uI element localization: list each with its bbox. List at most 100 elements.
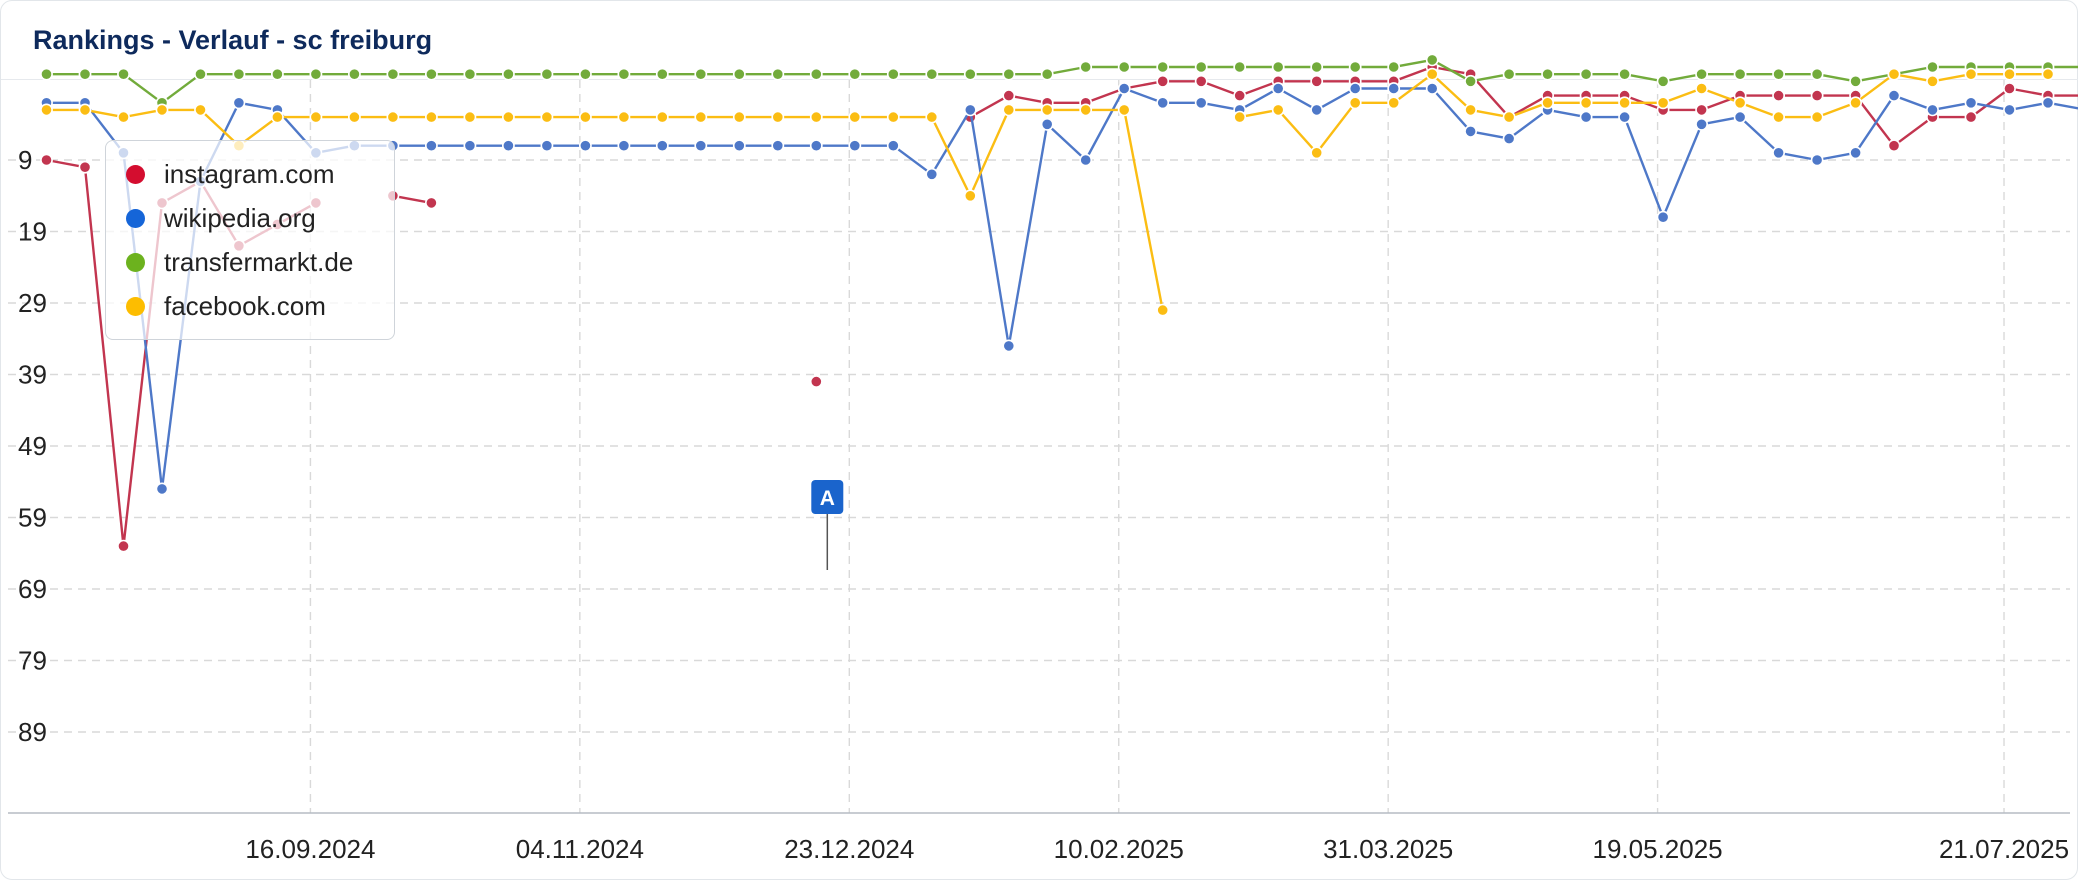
data-point-facebook[interactable]: [1579, 96, 1593, 110]
data-point-facebook[interactable]: [1541, 96, 1554, 110]
data-point-wikipedia[interactable]: [617, 139, 631, 153]
data-point-wikipedia[interactable]: [925, 167, 939, 181]
data-point-instagram[interactable]: [1194, 74, 1208, 88]
data-point-wikipedia[interactable]: [694, 139, 708, 153]
data-point-wikipedia[interactable]: [1964, 96, 1978, 110]
legend-item-wikipedia[interactable]: wikipedia.org: [126, 203, 316, 233]
data-point-wikipedia[interactable]: [1079, 153, 1093, 167]
data-point-transfermarkt[interactable]: [1772, 67, 1785, 81]
data-point-transfermarkt[interactable]: [848, 67, 862, 81]
data-point-facebook[interactable]: [1079, 103, 1093, 117]
data-point-wikipedia[interactable]: [424, 139, 438, 153]
data-point-wikipedia[interactable]: [2003, 103, 2016, 117]
data-point-facebook[interactable]: [1849, 96, 1862, 110]
data-point-wikipedia[interactable]: [1002, 339, 1016, 353]
legend-item-transfermarkt[interactable]: transfermarkt.de: [126, 247, 353, 277]
data-point-transfermarkt[interactable]: [1579, 67, 1593, 81]
data-point-transfermarkt[interactable]: [886, 67, 900, 81]
data-point-transfermarkt[interactable]: [309, 67, 323, 81]
data-point-transfermarkt[interactable]: [1541, 67, 1554, 81]
data-point-transfermarkt[interactable]: [1733, 67, 1747, 81]
data-point-wikipedia[interactable]: [1348, 82, 1362, 95]
data-point-facebook[interactable]: [655, 110, 669, 124]
data-point-instagram[interactable]: [1002, 89, 1016, 102]
data-point-wikipedia[interactable]: [1156, 96, 1170, 110]
data-point-transfermarkt[interactable]: [1464, 74, 1477, 88]
data-point-transfermarkt[interactable]: [1618, 67, 1631, 81]
legend-item-facebook[interactable]: facebook.com: [126, 291, 326, 321]
data-point-facebook[interactable]: [963, 189, 977, 203]
data-point-transfermarkt[interactable]: [40, 67, 53, 81]
data-point-wikipedia[interactable]: [1502, 132, 1516, 145]
data-point-wikipedia[interactable]: [1733, 110, 1747, 124]
data-point-facebook[interactable]: [1348, 96, 1362, 110]
data-point-wikipedia[interactable]: [1695, 117, 1708, 131]
data-point-instagram[interactable]: [809, 375, 823, 388]
data-point-wikipedia[interactable]: [1387, 82, 1401, 95]
data-point-instagram[interactable]: [424, 196, 438, 210]
data-point-facebook[interactable]: [1733, 96, 1747, 110]
data-point-transfermarkt[interactable]: [78, 67, 92, 81]
data-point-instagram[interactable]: [1233, 89, 1247, 102]
data-point-facebook[interactable]: [117, 110, 130, 124]
data-point-instagram[interactable]: [1810, 89, 1824, 102]
data-point-facebook[interactable]: [386, 110, 400, 124]
data-point-facebook[interactable]: [540, 110, 554, 124]
data-point-wikipedia[interactable]: [1849, 146, 1862, 160]
data-point-instagram[interactable]: [1887, 139, 1901, 153]
data-point-wikipedia[interactable]: [1040, 117, 1054, 131]
data-point-facebook[interactable]: [1695, 82, 1708, 95]
data-point-facebook[interactable]: [2003, 67, 2016, 81]
data-point-transfermarkt[interactable]: [694, 67, 708, 81]
data-point-wikipedia[interactable]: [809, 139, 823, 153]
data-point-facebook[interactable]: [1926, 74, 1939, 88]
data-point-wikipedia[interactable]: [155, 482, 169, 496]
data-point-transfermarkt[interactable]: [270, 67, 284, 81]
data-point-wikipedia[interactable]: [1772, 146, 1785, 160]
data-point-wikipedia[interactable]: [732, 139, 746, 153]
data-point-wikipedia[interactable]: [1926, 103, 1939, 117]
data-point-wikipedia[interactable]: [886, 139, 900, 153]
data-point-wikipedia[interactable]: [1810, 153, 1824, 167]
data-point-transfermarkt[interactable]: [1502, 67, 1516, 81]
data-point-transfermarkt[interactable]: [809, 67, 823, 81]
data-point-facebook[interactable]: [78, 103, 92, 117]
data-point-transfermarkt[interactable]: [732, 67, 746, 81]
data-point-facebook[interactable]: [886, 110, 900, 124]
data-point-instagram[interactable]: [1772, 89, 1785, 102]
data-point-transfermarkt[interactable]: [1233, 60, 1247, 74]
data-point-facebook[interactable]: [1040, 103, 1054, 117]
data-point-transfermarkt[interactable]: [117, 67, 130, 81]
data-point-facebook[interactable]: [1117, 103, 1131, 117]
data-point-transfermarkt[interactable]: [1425, 53, 1439, 67]
data-point-transfermarkt[interactable]: [1695, 67, 1708, 81]
data-point-instagram[interactable]: [2003, 82, 2016, 95]
data-point-transfermarkt[interactable]: [1271, 60, 1285, 74]
data-point-facebook[interactable]: [1002, 103, 1016, 117]
data-point-facebook[interactable]: [1502, 110, 1516, 124]
data-point-facebook[interactable]: [155, 103, 169, 117]
data-point-facebook[interactable]: [1964, 67, 1978, 81]
data-point-wikipedia[interactable]: [1887, 89, 1901, 102]
data-point-facebook[interactable]: [1656, 96, 1670, 110]
data-point-transfermarkt[interactable]: [347, 67, 361, 81]
data-point-transfermarkt[interactable]: [1079, 60, 1093, 74]
data-point-instagram[interactable]: [1156, 74, 1170, 88]
data-point-wikipedia[interactable]: [463, 139, 477, 153]
data-point-wikipedia[interactable]: [1117, 82, 1131, 95]
data-point-facebook[interactable]: [771, 110, 785, 124]
data-point-facebook[interactable]: [501, 110, 515, 124]
data-point-instagram[interactable]: [1310, 74, 1324, 88]
data-point-wikipedia[interactable]: [1425, 82, 1439, 95]
data-point-facebook[interactable]: [617, 110, 631, 124]
data-point-wikipedia[interactable]: [501, 139, 515, 153]
data-point-transfermarkt[interactable]: [617, 67, 631, 81]
data-point-facebook[interactable]: [1310, 146, 1324, 160]
data-point-wikipedia[interactable]: [1464, 124, 1477, 138]
data-point-transfermarkt[interactable]: [463, 67, 477, 81]
legend-item-instagram[interactable]: instagram.com: [126, 159, 335, 189]
data-point-transfermarkt[interactable]: [501, 67, 515, 81]
data-point-facebook[interactable]: [1425, 67, 1439, 81]
data-point-instagram[interactable]: [78, 160, 92, 174]
data-point-transfermarkt[interactable]: [579, 67, 592, 81]
